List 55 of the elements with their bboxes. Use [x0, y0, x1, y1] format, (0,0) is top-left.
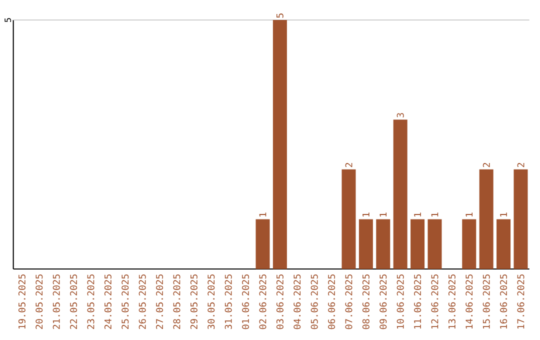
data-label: 1	[466, 212, 473, 216]
data-label: 2	[345, 162, 352, 168]
x-tick-label: 12.06.2025	[431, 274, 438, 329]
x-tick-label: 09.06.2025	[380, 274, 387, 330]
bar	[393, 120, 408, 269]
data-label: 2	[482, 162, 490, 168]
x-tick-label: 02.06.2025	[259, 274, 266, 330]
x-tick-label: 07.06.2025	[345, 274, 352, 330]
bar	[256, 219, 270, 269]
x-tick-label: 22.05.2025	[70, 274, 78, 329]
x-tick-label: 10.06.2025	[396, 274, 404, 329]
x-tick-label: 30.05.2025	[208, 274, 215, 330]
x-tick-label: 05.06.2025	[310, 274, 318, 330]
bar	[462, 219, 476, 269]
x-tick-label: 11.06.2025	[414, 274, 422, 329]
x-tick-label: 24.05.2025	[104, 274, 112, 329]
data-label: 1	[414, 212, 421, 216]
x-tick-label: 31.05.2025	[224, 274, 232, 330]
x-tick-label: 21.05.2025	[52, 274, 60, 329]
bar	[272, 20, 287, 269]
x-tick-label: 23.05.2025	[87, 274, 94, 329]
x-tick-label: 15.06.2025	[482, 274, 490, 329]
data-label: 5	[276, 14, 284, 18]
data-label: 1	[500, 212, 507, 216]
x-tick-label: 26.05.2025	[138, 274, 146, 329]
x-tick-label: 06.06.2025	[328, 274, 336, 330]
bar	[376, 219, 390, 269]
x-tick-label: 08.06.2025	[362, 274, 370, 330]
x-tick-label: 17.06.2025	[517, 274, 524, 329]
bar	[496, 219, 511, 269]
bar	[514, 169, 528, 269]
bar	[342, 169, 356, 269]
data-label: 1	[259, 212, 266, 216]
data-label: 1	[431, 212, 438, 216]
bar	[358, 219, 373, 269]
ref-line-label: 5	[4, 18, 12, 22]
x-tick-label: 01.06.2025	[242, 274, 250, 330]
bar	[410, 219, 425, 269]
x-tick-label: 03.06.2025	[276, 274, 284, 330]
x-tick-label: 13.06.2025	[448, 274, 456, 329]
bar	[479, 169, 494, 269]
x-tick-label: 27.05.2025	[156, 274, 164, 329]
x-tick-label: 19.05.2025	[18, 274, 26, 329]
data-label: 2	[517, 162, 524, 168]
x-tick-label: 29.05.2025	[190, 274, 198, 329]
bar	[428, 219, 442, 269]
x-tick-label: 16.06.2025	[500, 274, 508, 329]
data-label: 3	[396, 113, 404, 118]
data-label: 1	[362, 212, 370, 216]
x-tick-label: 20.05.2025	[36, 274, 43, 329]
x-tick-label: 25.05.2025	[122, 274, 129, 329]
x-tick-label: 28.05.2025	[173, 274, 180, 329]
data-label: 1	[380, 212, 387, 216]
x-tick-label: 04.06.2025	[294, 274, 301, 330]
x-tick-label: 14.06.2025	[466, 274, 473, 329]
